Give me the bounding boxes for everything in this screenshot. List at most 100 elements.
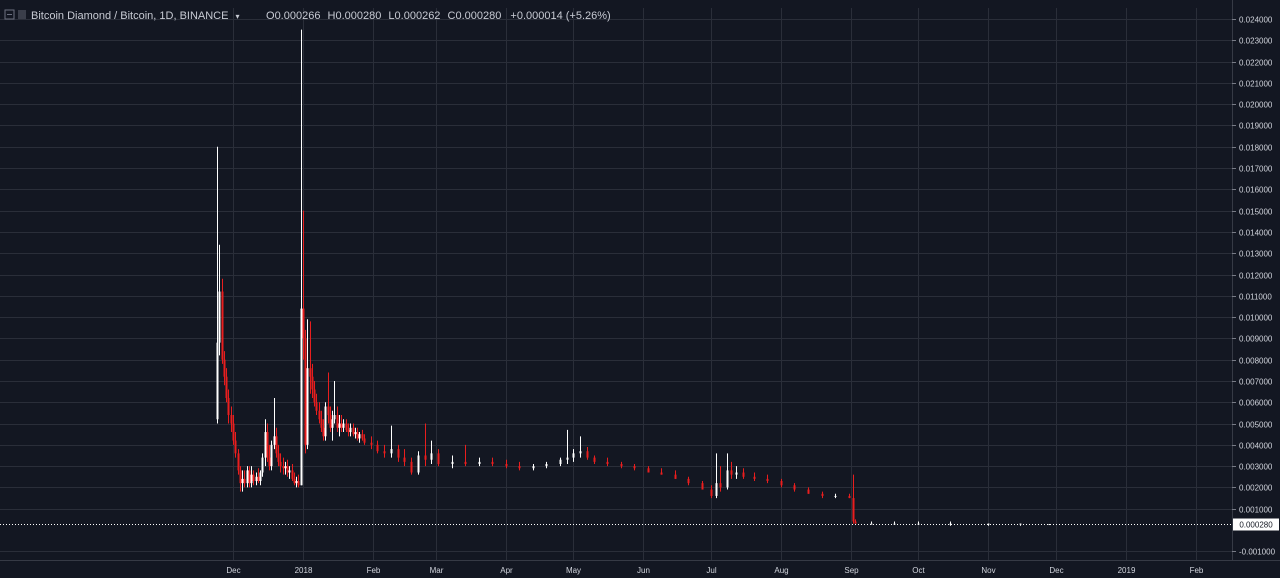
- candle-body: [566, 457, 569, 460]
- candle-up: [216, 146, 219, 424]
- candle-body: [268, 457, 271, 467]
- candle-body: [304, 338, 307, 445]
- candle-body: [338, 423, 341, 428]
- candle-body: [478, 461, 481, 464]
- svg-text:Bitcoin Diamond / Bitcoin, 1D,[interactable]: Bitcoin Diamond / Bitcoin, 1D, BINANCE ▾: [31, 10, 240, 22]
- candle-down: [606, 457, 609, 467]
- candle-body: [987, 523, 990, 525]
- dropdown-icon: ▾: [236, 12, 240, 21]
- candle-body: [390, 449, 393, 454]
- candle-body: [232, 423, 235, 441]
- candle-body: [766, 478, 769, 482]
- time-tick-label: Oct: [912, 566, 925, 575]
- candle-up: [338, 415, 341, 437]
- candle-body: [293, 478, 296, 484]
- candle-body: [710, 489, 713, 496]
- candle-body: [437, 453, 440, 464]
- candle-down: [237, 449, 240, 475]
- price-tick-label: 0.015000: [1239, 208, 1273, 217]
- candle-body: [410, 461, 413, 473]
- candle-down: [410, 457, 413, 475]
- legend-ohlc: O0.000266 H0.000280 L0.000262 C0.000280 …: [266, 10, 611, 22]
- candle-down: [710, 485, 713, 499]
- candle-body: [735, 472, 738, 475]
- candle-down: [309, 321, 312, 394]
- candle-down: [279, 453, 282, 473]
- candle-body: [660, 472, 663, 475]
- legend-symbol: Bitcoin Diamond / Bitcoin, 1D, BINANCE: [31, 10, 228, 22]
- candle-down: [719, 466, 722, 492]
- candle-up: [273, 397, 276, 450]
- legend[interactable]: Bitcoin Diamond / Bitcoin, 1D, BINANCE ▾…: [4, 9, 611, 22]
- candle-down: [327, 372, 330, 424]
- candle-up: [417, 451, 420, 475]
- time-tick-label: Mar: [430, 566, 444, 575]
- candle-down: [257, 468, 260, 484]
- candle-up: [295, 476, 298, 488]
- candle-body: [370, 442, 373, 445]
- candle-down: [243, 470, 246, 488]
- time-tick-label: Feb: [1190, 566, 1204, 575]
- candle-down: [329, 406, 332, 433]
- candle-body: [297, 481, 300, 486]
- price-tick-label: -0.001000: [1239, 548, 1276, 557]
- time-tick-label: Jul: [706, 566, 716, 575]
- candle-down: [518, 461, 521, 471]
- legend-open-label: O: [266, 10, 275, 22]
- price-axis[interactable]: 0.024000 0.023000 0.022000 0.021000 0.020000…: [1232, 0, 1276, 560]
- candle-down: [227, 389, 230, 424]
- candle-body: [780, 481, 783, 486]
- candle-body: [225, 376, 228, 398]
- candle-up: [300, 29, 303, 486]
- candle-up: [284, 461, 287, 475]
- last-price-label: 0.000280: [1239, 521, 1273, 530]
- candle-body: [282, 466, 285, 469]
- candle-down: [766, 474, 769, 484]
- candle-body: [870, 523, 873, 525]
- candle-body: [306, 368, 309, 445]
- candle-down: [277, 444, 280, 467]
- candle-body: [559, 459, 562, 464]
- candle-down: [221, 278, 224, 364]
- candle-down: [424, 423, 427, 467]
- legend-low-value: 0.000262: [395, 10, 441, 22]
- candle-body: [336, 415, 339, 428]
- candle-down: [266, 423, 269, 462]
- candle-down: [320, 410, 323, 433]
- candle-body: [532, 466, 535, 469]
- candle-up: [1048, 524, 1051, 526]
- candle-body: [383, 451, 386, 454]
- price-tick-label: 0.004000: [1239, 442, 1273, 451]
- candle-down: [437, 449, 440, 467]
- candle-down: [854, 519, 857, 524]
- candle-down: [403, 449, 406, 467]
- candle-down: [286, 459, 289, 477]
- candle-up: [726, 453, 729, 490]
- candle-body: [300, 308, 303, 486]
- candle-down: [291, 463, 294, 482]
- candle-body: [753, 476, 756, 479]
- candle-down: [318, 402, 321, 424]
- price-tick-label: 0.006000: [1239, 399, 1273, 408]
- candle-body: [397, 449, 400, 458]
- candle-down: [232, 415, 235, 445]
- candle-up: [579, 436, 582, 458]
- candle-down: [302, 210, 305, 360]
- candle-up: [250, 466, 253, 488]
- collapse-icon[interactable]: [4, 9, 15, 20]
- candle-body: [275, 436, 278, 454]
- price-tick-label: 0.012000: [1239, 272, 1273, 281]
- candle-body: [234, 440, 237, 454]
- candle-body: [719, 483, 722, 488]
- time-tick-label: 2018: [295, 566, 313, 575]
- candle-up: [264, 419, 267, 467]
- candle-body: [252, 474, 255, 482]
- candle-body: [821, 493, 824, 496]
- candle-body: [333, 415, 336, 420]
- candle-body: [340, 423, 343, 428]
- candle-up: [390, 425, 393, 458]
- time-axis[interactable]: Dec 2018 Feb Mar Apr May Jun Jul Aug Sep Oct Nov Dec…: [0, 560, 1280, 576]
